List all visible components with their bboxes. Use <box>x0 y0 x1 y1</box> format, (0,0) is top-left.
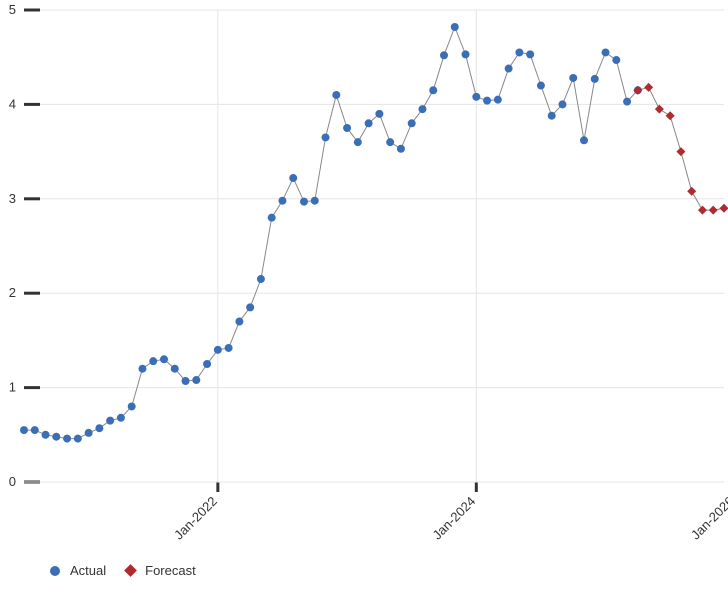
svg-text:2: 2 <box>9 285 16 300</box>
svg-text:0: 0 <box>9 474 16 489</box>
legend-item: Forecast <box>126 563 196 578</box>
legend-swatch <box>50 566 60 576</box>
chart-container: 0 1 2 3 4 5 Jan-2022 Jan-2024 Jan-2026 Actual For… <box>0 0 728 600</box>
legend-swatch <box>124 564 137 577</box>
svg-text:1: 1 <box>9 380 16 395</box>
svg-text:4: 4 <box>9 96 16 111</box>
legend-item: Actual <box>50 563 106 578</box>
line-chart: 0 1 2 3 4 5 Jan-2022 Jan-2024 Jan-2026 <box>0 0 728 600</box>
svg-text:5: 5 <box>9 2 16 17</box>
legend-label: Actual <box>70 563 106 578</box>
legend-label: Forecast <box>145 563 196 578</box>
svg-text:3: 3 <box>9 191 16 206</box>
legend: Actual Forecast <box>50 563 196 578</box>
svg-text:Jan-2022: Jan-2022 <box>171 494 220 543</box>
svg-text:Jan-2024: Jan-2024 <box>429 494 478 543</box>
svg-text:Jan-2026: Jan-2026 <box>688 494 728 543</box>
